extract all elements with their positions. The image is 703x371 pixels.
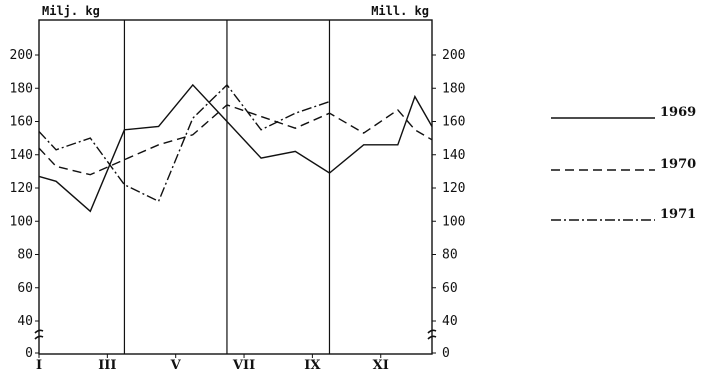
y-tick-right-label: 60 — [442, 281, 458, 296]
x-tick-label: I — [36, 358, 42, 371]
axis-break-mark-1a — [34, 329, 44, 334]
y-tick-left-label: 140 — [10, 148, 33, 163]
y-axis-ticks: 0 0 40 40 60 60 80 80 100 100 120 120 140 140 160 160 18… — [10, 48, 466, 361]
legend-label-1969: 1969 — [660, 105, 696, 120]
x-axis-ticks: I III V VII IX XI — [36, 354, 389, 371]
y-tick-right-label: 0 — [442, 346, 450, 361]
legend-label-1971: 1971 — [660, 207, 696, 222]
axis-break-mark-2a — [427, 329, 437, 334]
y-tick-right-label: 140 — [442, 148, 465, 163]
y-tick-right-label: 180 — [442, 81, 465, 96]
x-tick-label: VII — [232, 358, 255, 371]
x-tick-label: III — [98, 358, 116, 371]
axis-breaks — [34, 329, 437, 340]
y-tick-right-label: 40 — [442, 314, 458, 329]
y-tick-right-label: 200 — [442, 48, 465, 63]
series-line-1969 — [38, 83, 433, 213]
series-line-1970 — [38, 104, 433, 176]
left-unit-label: Milj. kg — [42, 4, 100, 18]
y-tick-left-label: 0 — [25, 346, 33, 361]
legend-label-1970: 1970 — [660, 157, 696, 172]
x-tick-label: XI — [373, 358, 389, 371]
series-line-1971 — [38, 83, 330, 203]
y-tick-left-label: 120 — [10, 181, 33, 196]
quarter-dividers — [123, 20, 331, 354]
y-tick-right-label: 160 — [442, 115, 465, 130]
y-tick-left-label: 80 — [17, 248, 33, 263]
plot-frame — [38, 19, 433, 355]
y-tick-right-label: 100 — [442, 214, 465, 229]
right-unit-label: Mill. kg — [371, 4, 429, 18]
y-tick-left-label: 100 — [10, 214, 33, 229]
x-tick-label: IX — [304, 358, 321, 371]
y-tick-left-label: 180 — [10, 81, 33, 96]
axis-break-mark-2b — [427, 335, 437, 340]
y-tick-left-label: 200 — [10, 48, 33, 63]
y-tick-left-label: 160 — [10, 115, 33, 130]
y-tick-left-label: 60 — [17, 281, 33, 296]
x-tick-label: V — [170, 358, 182, 371]
y-tick-right-label: 80 — [442, 248, 458, 263]
legend: 1969 1970 1971 — [551, 105, 696, 222]
y-tick-left-label: 40 — [17, 314, 33, 329]
series-lines — [38, 83, 433, 213]
y-tick-right-label: 120 — [442, 181, 465, 196]
axis-break-mark-1b — [34, 335, 44, 340]
